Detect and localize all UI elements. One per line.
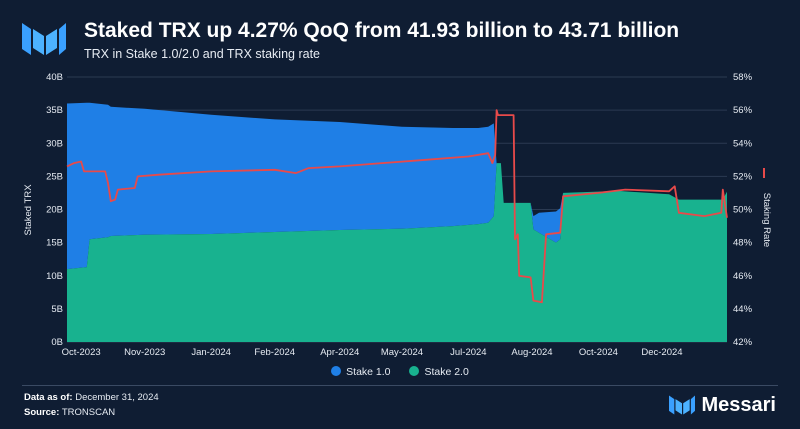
- data-as-of-value: December 31, 2024: [75, 392, 159, 403]
- x-tick-label: Nov-2023: [124, 347, 165, 358]
- legend-label-stake1: Stake 1.0: [346, 366, 391, 378]
- y-axis-label: Staked TRX: [23, 184, 34, 236]
- y2-tick-label: 50%: [733, 205, 753, 216]
- messari-brand-icon: [668, 395, 695, 415]
- chart-title: Staked TRX up 4.27% QoQ from 41.93 billi…: [84, 19, 680, 42]
- y2-tick-label: 44%: [733, 304, 753, 315]
- legend: Stake 1.0 Stake 2.0: [0, 366, 800, 378]
- y2-tick-label: 48%: [733, 238, 753, 249]
- y2-tick-label: 46%: [733, 271, 753, 282]
- legend-label-stake2: Stake 2.0: [424, 366, 469, 378]
- line-layer: [66, 109, 728, 304]
- x-tick-label: Dec-2024: [641, 347, 682, 358]
- x-axis: Oct-2023 Nov-2023 Jan-2024 Feb-2024 Apr-2024…: [62, 347, 683, 358]
- y-tick-label: 15B: [46, 238, 63, 249]
- x-tick-label: May-2024: [381, 347, 423, 358]
- source: Source: TRONSCAN: [24, 407, 115, 418]
- source-value: TRONSCAN: [61, 407, 116, 418]
- legend-item-stake1: Stake 1.0: [331, 366, 391, 378]
- data-as-of-label: Data as of:: [24, 392, 73, 403]
- y2-tick-label: 58%: [733, 72, 753, 83]
- line-staking-rate: [66, 109, 728, 304]
- y2-tick-label: 42%: [733, 337, 753, 348]
- x-tick-label: Aug-2024: [511, 347, 552, 358]
- y2-tick-label: 52%: [733, 171, 753, 182]
- y-axis-right: 42% 44% 46% 48% 50% 52% 54% 56% 58%: [733, 72, 753, 348]
- area-stake-1-0: [67, 102, 727, 270]
- footer-divider: [22, 385, 778, 386]
- y-tick-label: 10B: [46, 271, 63, 282]
- y2-tick-label: 56%: [733, 105, 753, 116]
- y-tick-label: 40B: [46, 72, 63, 83]
- x-tick-label: Feb-2024: [254, 347, 295, 358]
- y-axis-left: 0B 5B 10B 15B 20B 25B 30B 35B 40B: [46, 72, 63, 348]
- area-layer: [67, 102, 727, 342]
- y-tick-label: 0B: [51, 337, 63, 348]
- legend-swatch-stake2: [409, 366, 420, 376]
- messari-brand: Messari: [668, 392, 777, 418]
- chart-subtitle: TRX in Stake 1.0/2.0 and TRX staking rat…: [84, 47, 321, 61]
- y2-axis-label: Staking Rate: [761, 193, 772, 247]
- data-as-of: Data as of: December 31, 2024: [24, 392, 159, 403]
- x-tick-label: Oct-2023: [62, 347, 101, 358]
- x-tick-label: Apr-2024: [320, 347, 359, 358]
- x-tick-label: Jan-2024: [191, 347, 231, 358]
- y-tick-label: 30B: [46, 138, 63, 149]
- y-tick-label: 5B: [51, 304, 63, 315]
- y-tick-label: 20B: [46, 205, 63, 216]
- x-tick-label: Oct-2024: [579, 347, 618, 358]
- y-tick-label: 25B: [46, 171, 63, 182]
- legend-item-stake2: Stake 2.0: [409, 366, 469, 378]
- y-tick-label: 35B: [46, 105, 63, 116]
- x-tick-label: Jul-2024: [450, 347, 486, 358]
- source-label: Source:: [24, 407, 60, 418]
- legend-swatch-stake1: [331, 366, 342, 376]
- messari-logo-icon: [22, 23, 66, 55]
- area-stake-2-0: [67, 163, 727, 342]
- brand-name: Messari: [701, 393, 777, 416]
- y2-tick-label: 54%: [733, 138, 753, 149]
